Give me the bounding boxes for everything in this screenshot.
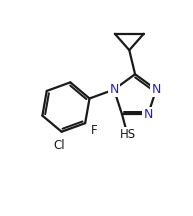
Text: F: F <box>91 124 97 137</box>
Text: HS: HS <box>119 128 136 141</box>
Text: N: N <box>143 108 153 121</box>
Text: N: N <box>109 83 119 96</box>
Text: Cl: Cl <box>53 138 65 152</box>
Text: N: N <box>152 83 161 96</box>
